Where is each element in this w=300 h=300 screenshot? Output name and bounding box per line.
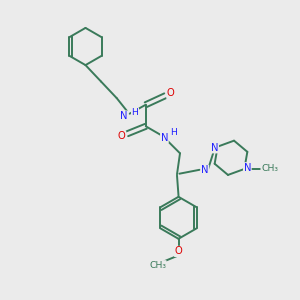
Text: N: N — [201, 165, 209, 176]
Text: CH₃: CH₃ — [149, 261, 166, 270]
Text: N: N — [244, 163, 251, 173]
Text: O: O — [175, 246, 182, 256]
Text: N: N — [211, 143, 218, 153]
Text: H: H — [171, 128, 177, 137]
Text: N: N — [161, 133, 168, 143]
Text: N: N — [121, 111, 128, 121]
Text: CH₃: CH₃ — [261, 164, 278, 173]
Text: H: H — [132, 108, 138, 117]
Text: O: O — [167, 88, 175, 98]
Text: O: O — [118, 131, 126, 141]
